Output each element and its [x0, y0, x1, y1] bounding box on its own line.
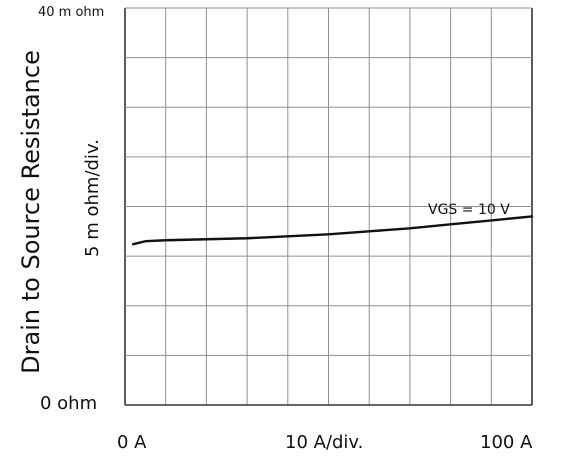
x-tick-label-middle: 10 A/div. — [285, 432, 363, 453]
y-axis-label: Drain to Source Resistance — [17, 50, 45, 374]
series-label: VGS = 10 V — [428, 202, 510, 218]
y-tick-label-top: 40 m ohm — [38, 5, 104, 20]
series-line-0 — [131, 215, 534, 246]
x-tick-label-left: 0 A — [117, 432, 147, 453]
x-tick-label-right: 100 A — [480, 432, 533, 453]
y-scale-label: 5 m ohm/div. — [82, 139, 103, 257]
y-tick-label-bottom: 0 ohm — [40, 393, 97, 414]
grid — [124, 7, 533, 406]
series-layer — [131, 215, 534, 246]
